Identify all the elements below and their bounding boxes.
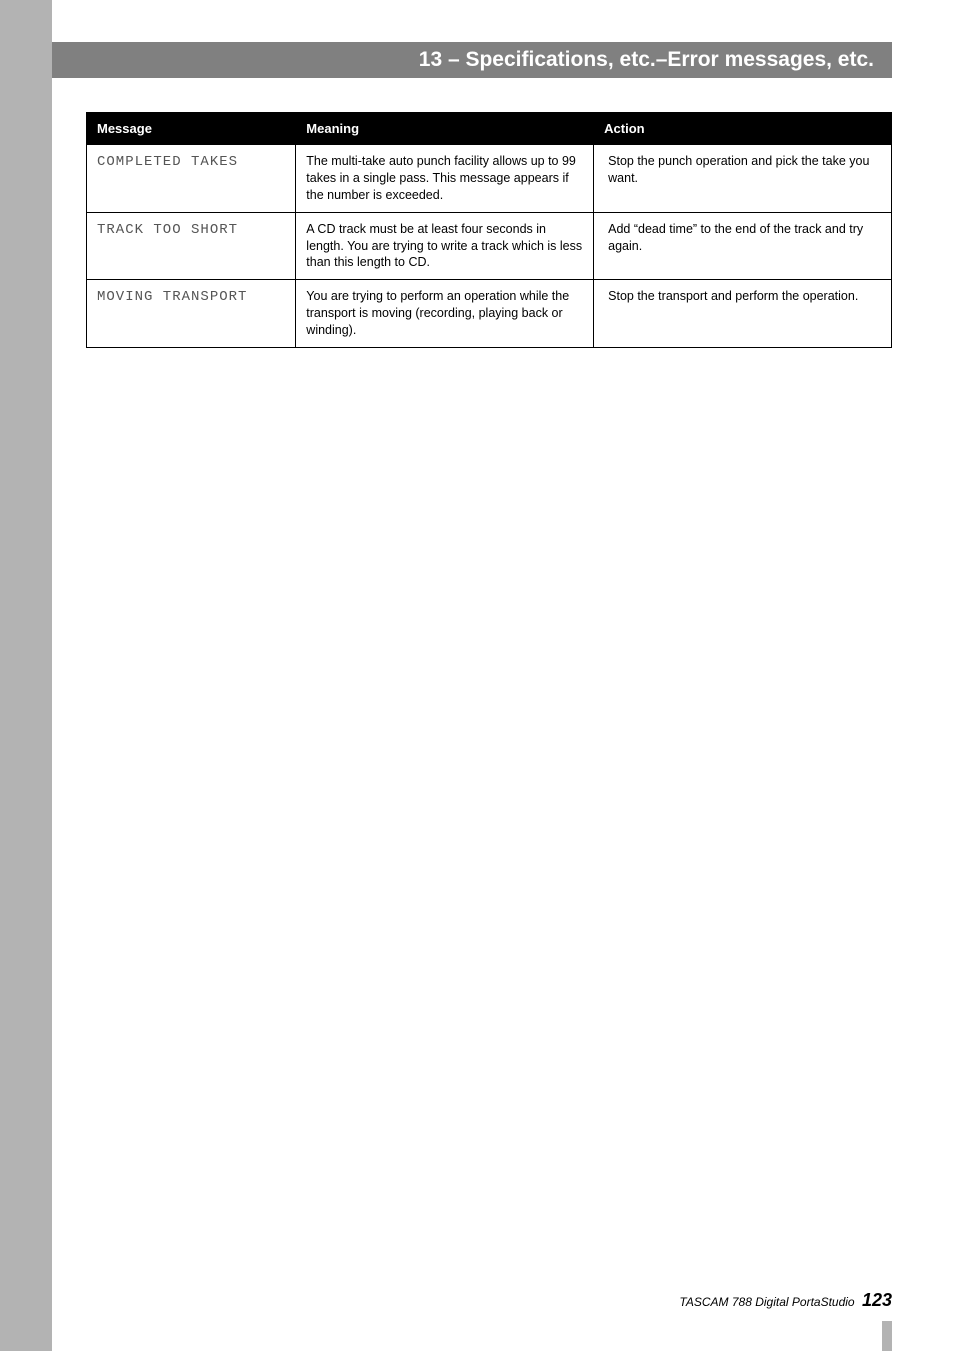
table-row: MOVING TRANSPORT You are trying to perfo… — [87, 280, 892, 348]
col-meaning: Meaning — [296, 113, 594, 145]
corner-tab — [882, 1321, 892, 1351]
col-message: Message — [87, 113, 296, 145]
cell-meaning: You are trying to perform an operation w… — [296, 280, 594, 348]
cell-action: Add “dead time” to the end of the track … — [594, 212, 892, 280]
table-header-row: Message Meaning Action — [87, 113, 892, 145]
table-row: COMPLETED TAKES The multi-take auto punc… — [87, 145, 892, 213]
table-row: TRACK TOO SHORT A CD track must be at le… — [87, 212, 892, 280]
left-margin-strip — [0, 0, 52, 1351]
error-messages-table-wrap: Message Meaning Action COMPLETED TAKES T… — [86, 112, 892, 348]
cell-message: MOVING TRANSPORT — [87, 280, 296, 348]
footer-text: TASCAM 788 Digital PortaStudio — [679, 1295, 854, 1309]
col-action: Action — [594, 113, 892, 145]
section-title: 13 – Specifications, etc.–Error messages… — [419, 48, 874, 72]
cell-meaning: The multi-take auto punch facility allow… — [296, 145, 594, 213]
error-messages-table: Message Meaning Action COMPLETED TAKES T… — [86, 112, 892, 348]
page-number: 123 — [862, 1290, 892, 1310]
cell-action: Stop the punch operation and pick the ta… — [594, 145, 892, 213]
cell-action: Stop the transport and perform the opera… — [594, 280, 892, 348]
cell-message: COMPLETED TAKES — [87, 145, 296, 213]
cell-message: TRACK TOO SHORT — [87, 212, 296, 280]
page-footer: TASCAM 788 Digital PortaStudio 123 — [679, 1290, 892, 1311]
cell-meaning: A CD track must be at least four seconds… — [296, 212, 594, 280]
section-header-bar: 13 – Specifications, etc.–Error messages… — [52, 42, 892, 78]
